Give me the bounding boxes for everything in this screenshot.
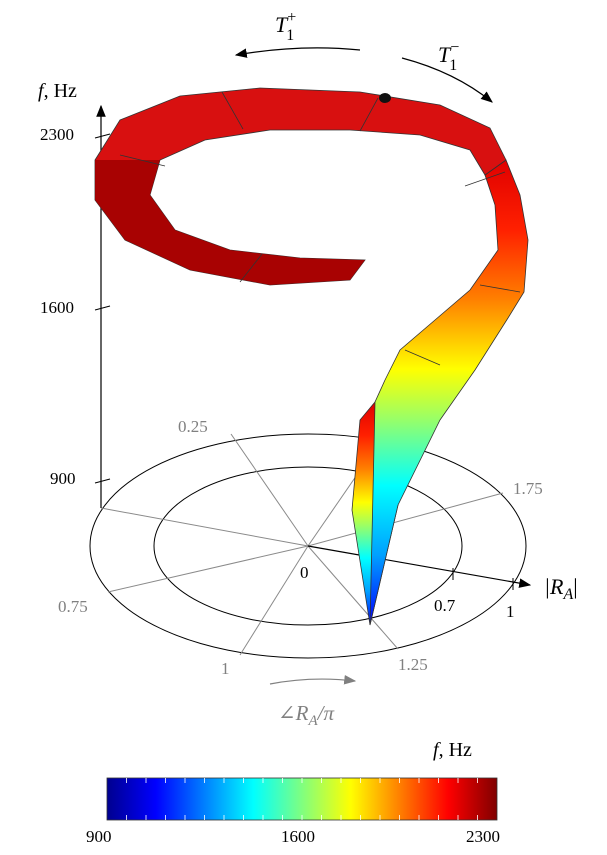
f-tick-2300 [94, 133, 111, 139]
radial-tick-label-1: 1 [506, 602, 515, 621]
colorbar [106, 777, 498, 821]
arrow-t1-plus [234, 47, 361, 58]
colorbar-label: f, Hz [433, 739, 472, 761]
angle-label-175: 1.75 [513, 479, 543, 498]
colorbar-tick-1600: 1600 [281, 827, 315, 846]
trajectory-stem [369, 159, 529, 626]
f-tick-900 [94, 478, 111, 484]
origin-label: 0 [300, 563, 309, 582]
inner-ring [153, 466, 463, 626]
angle-label-1: 1 [221, 659, 230, 678]
f-tick-label-1600: 1600 [40, 298, 74, 317]
trajectory-start-dot [379, 93, 391, 103]
trajectory-segment-lines [119, 91, 521, 366]
trajectory-spiral [94, 87, 507, 286]
angle-axis-label: ∠RA/π [278, 701, 334, 729]
f-axis-label: f, Hz [38, 80, 77, 102]
f-tick-label-2300: 2300 [40, 125, 74, 144]
f-tick-1600 [94, 305, 111, 311]
angle-label-025: 0.25 [178, 417, 208, 436]
radial-tick-label-07: 0.7 [434, 596, 456, 615]
trajectory-spiral-shade [95, 160, 365, 285]
radial-axis-label: |RA| [544, 574, 578, 603]
colorbar-ticks [126, 778, 478, 820]
angle-label-125: 1.25 [398, 655, 428, 674]
colorbar-tick-2300: 2300 [466, 827, 500, 846]
angle-direction-arrow [269, 674, 357, 685]
f-tick-label-900: 900 [50, 469, 76, 488]
label-t1-plus: T+ 1 [275, 9, 296, 44]
label-t1-minus: T− 1 [438, 39, 459, 74]
angle-spokes [100, 433, 504, 656]
radial-axis-line [307, 545, 532, 588]
colorbar-tick-900: 900 [86, 827, 112, 846]
arrow-t1-minus [401, 57, 493, 103]
outer-ring [89, 433, 527, 659]
angle-label-075: 0.75 [58, 597, 88, 616]
